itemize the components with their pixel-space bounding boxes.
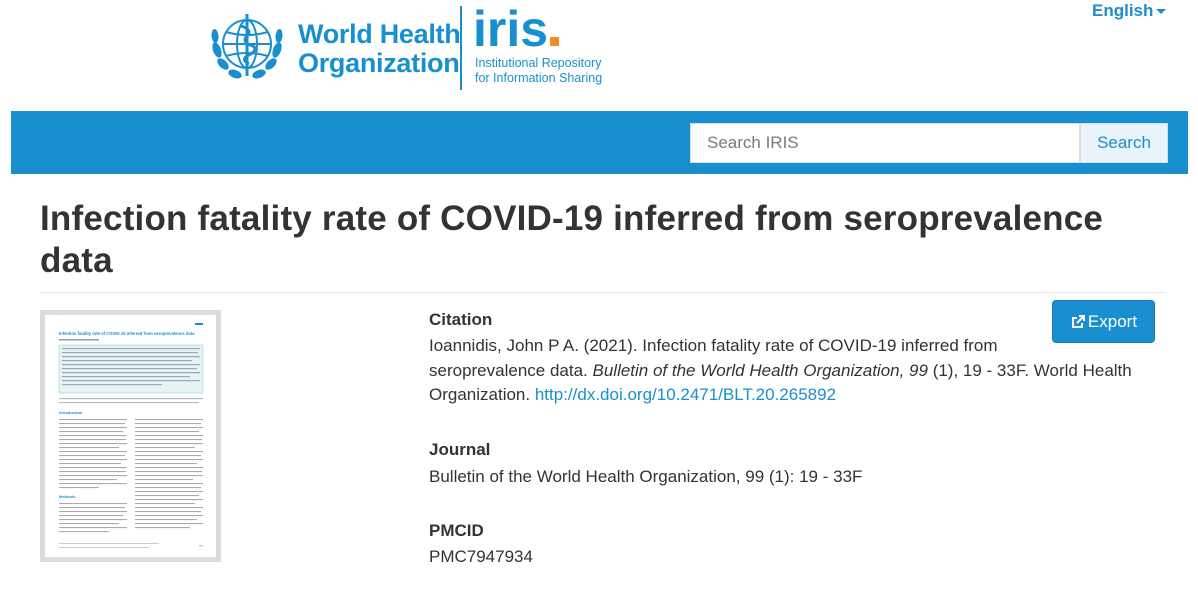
search-input[interactable] [690, 123, 1080, 163]
who-name-line1: World Health [298, 19, 461, 49]
pmcid-value: PMC7947934 [429, 547, 533, 566]
citation-value: Ioannidis, John P A. (2021). Infection f… [429, 334, 1149, 408]
language-selector[interactable]: English [1092, 1, 1167, 21]
document-thumbnail-preview: Infection fatality rate of COVID-19 infe… [45, 315, 216, 557]
iris-logo[interactable]: iris [473, 1, 560, 57]
site-header: World Health Organization iris Instituti… [0, 0, 1198, 110]
who-emblem-icon[interactable] [207, 10, 287, 82]
document-thumbnail[interactable]: Infection fatality rate of COVID-19 infe… [40, 310, 221, 562]
journal-value: Bulletin of the World Health Organizatio… [429, 467, 863, 486]
logo-divider [460, 6, 462, 90]
chevron-down-icon [1156, 9, 1167, 15]
thumbnail-heading: Infection fatality rate of COVID-19 infe… [59, 331, 195, 336]
iris-tagline: Institutional Repository for Information… [475, 56, 602, 86]
search-button[interactable]: Search [1080, 123, 1168, 163]
language-label: English [1092, 1, 1154, 20]
iris-tagline-line2: for Information Sharing [475, 71, 603, 85]
citation-line-3: Organization. http://dx.doi.org/10.2471/… [429, 383, 1149, 408]
citation-line-2: seroprevalence data. Bulletin of the Wor… [429, 359, 1149, 384]
who-name-line2: Organization [298, 48, 460, 78]
citation-publisher-text: Organization. [429, 385, 535, 404]
citation-pages-text: (1), 19 - 33F. World Health [927, 360, 1132, 380]
pmcid-label: PMCID [429, 521, 484, 540]
iris-tagline-line1: Institutional Repository [475, 56, 602, 70]
doi-link[interactable]: http://dx.doi.org/10.2471/BLT.20.265892 [534, 385, 837, 404]
thumbnail-section-introduction: Introduction [59, 410, 83, 415]
export-label: Export [1087, 311, 1138, 331]
citation-title-text: seroprevalence data. [429, 360, 593, 380]
export-icon [1071, 314, 1085, 328]
iris-dot [550, 37, 560, 46]
export-button[interactable]: Export [1052, 300, 1155, 343]
citation-line-1: Ioannidis, John P A. (2021). Infection f… [429, 336, 998, 355]
journal-label: Journal [429, 440, 491, 459]
page-title: Infection fatality rate of COVID-19 infe… [40, 199, 1104, 280]
thumbnail-section-methods: Methods [59, 494, 76, 499]
citation-label: Citation [429, 310, 493, 329]
citation-journal-italic: Bulletin of the World Health Organizatio… [592, 360, 928, 380]
iris-wordmark: iris [473, 1, 549, 57]
title-divider [40, 292, 1166, 293]
who-wordmark[interactable]: World Health Organization [298, 19, 461, 78]
